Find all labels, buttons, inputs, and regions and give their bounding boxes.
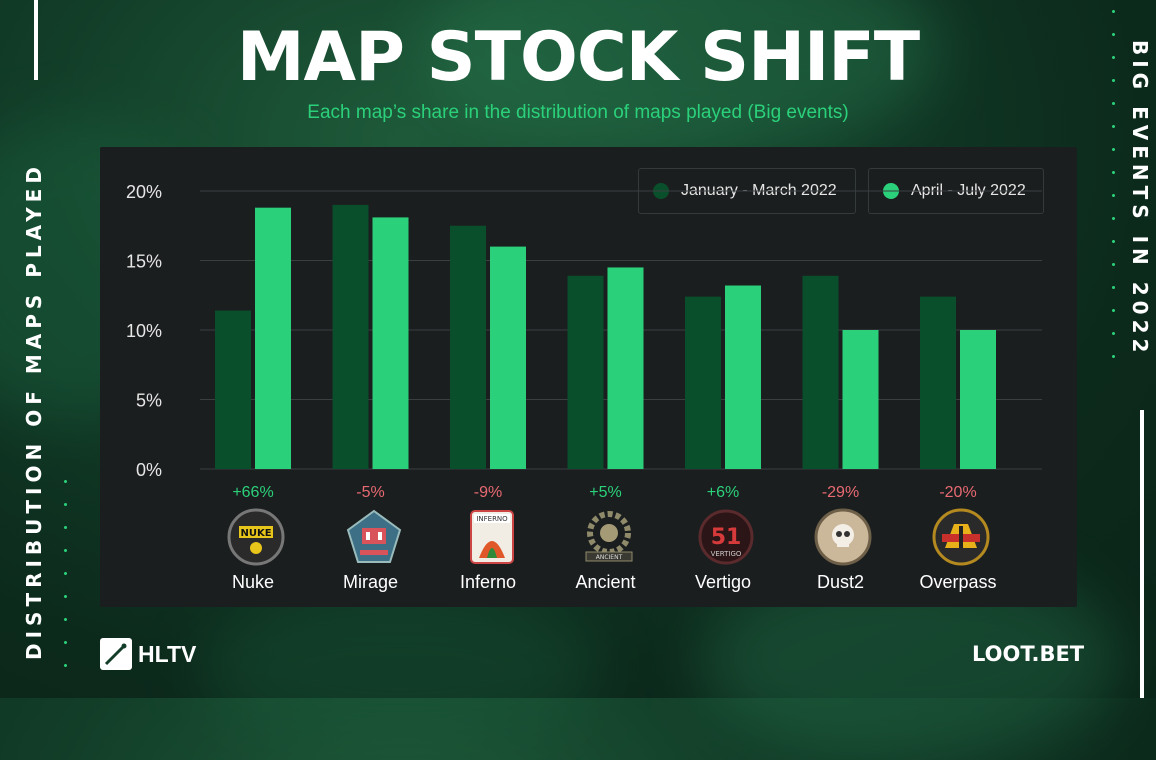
hltv-logo-text: HLTV bbox=[138, 640, 197, 667]
hltv-logo: HLTV bbox=[100, 638, 196, 670]
left-dots bbox=[64, 480, 68, 687]
mirage-icon bbox=[345, 508, 403, 566]
vertigo-icon: 51 VERTIGO bbox=[697, 508, 755, 566]
legend-swatch-series-2 bbox=[883, 183, 899, 199]
right-dots bbox=[1112, 10, 1116, 378]
legend-swatch-series-1 bbox=[653, 183, 669, 199]
lootbet-logo: LOOT.BET bbox=[972, 642, 1085, 666]
nuke-icon: NUKE bbox=[227, 508, 285, 566]
legend-item-series-2: April - July 2022 bbox=[868, 168, 1044, 214]
page-subtitle: Each map’s share in the distribution of … bbox=[307, 102, 849, 123]
dust2-icon bbox=[814, 508, 872, 566]
ancient-icon: ANCIENT bbox=[580, 508, 638, 566]
right-accent-line bbox=[1140, 410, 1144, 698]
overpass-icon bbox=[932, 508, 990, 566]
svg-text:NUKE: NUKE bbox=[240, 528, 271, 539]
page-title: MAP STOCK SHIFT bbox=[236, 18, 920, 97]
svg-text:51: 51 bbox=[711, 525, 742, 550]
legend-label-series-2: April - July 2022 bbox=[911, 182, 1026, 199]
left-accent-line bbox=[34, 0, 38, 80]
side-left-caption: DISTRIBUTION OF MAPS PLAYED bbox=[22, 162, 46, 660]
svg-text:INFERNO: INFERNO bbox=[476, 515, 508, 523]
svg-text:ANCIENT: ANCIENT bbox=[596, 554, 623, 561]
legend-item-series-1: January - March 2022 bbox=[638, 168, 856, 214]
inferno-icon: INFERNO bbox=[463, 508, 521, 566]
hltv-mark-icon bbox=[100, 638, 132, 670]
legend-label-series-1: January - March 2022 bbox=[681, 182, 837, 199]
svg-text:VERTIGO: VERTIGO bbox=[711, 550, 742, 558]
